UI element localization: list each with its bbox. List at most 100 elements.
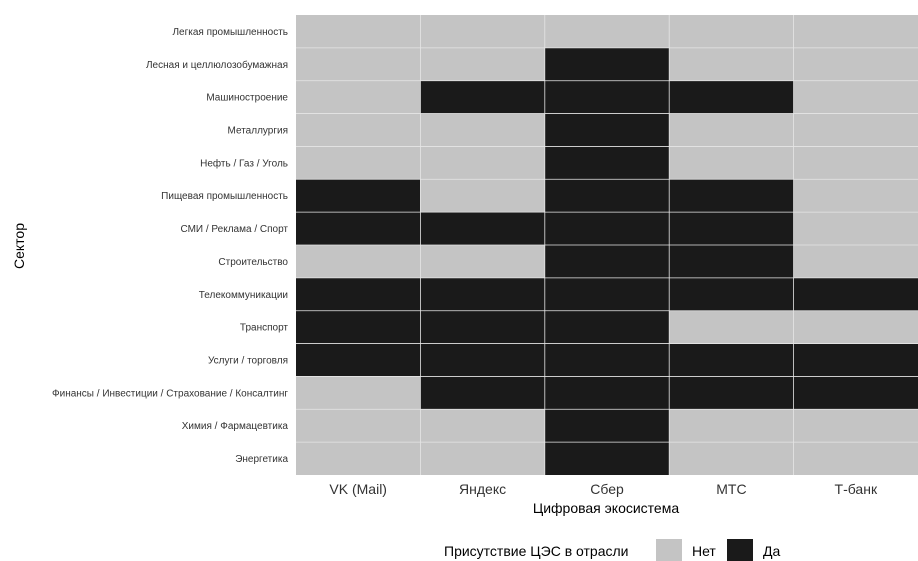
heatmap-cell-r1-c2 [544, 47, 670, 81]
legend: Присутствие ЦЭС в отрасли Нет Да [444, 539, 780, 561]
y-tick-label: Финансы / Инвестиции / Страхование / Кон… [52, 388, 288, 399]
heatmap-cell-r9-c1 [420, 310, 545, 344]
legend-key-da [727, 539, 753, 561]
heatmap-cell-r13-c3 [669, 442, 794, 475]
x-tick-label: Т-банк [835, 481, 878, 497]
heatmap-cell-r4-c2 [544, 146, 670, 180]
heatmap-cell-r13-c0 [296, 442, 421, 475]
heatmap-cell-r7-c0 [296, 245, 421, 278]
heatmap-cell-r10-c2 [544, 343, 670, 377]
legend-key-net [656, 539, 682, 561]
heatmap-cell-r6-c0 [296, 212, 421, 245]
heatmap-cell-r12-c3 [669, 409, 794, 443]
y-tick-label: Энергетика [235, 454, 288, 465]
heatmap-cell-r10-c4 [793, 343, 918, 377]
heatmap-cell-r5-c4 [793, 179, 918, 213]
heatmap-cell-r0-c3 [669, 15, 794, 48]
heatmap-cell-r8-c2 [544, 277, 670, 311]
heatmap-cell-r12-c0 [296, 409, 421, 443]
heatmap-cell-r6-c4 [793, 212, 918, 245]
heatmap-cell-r0-c4 [793, 15, 918, 48]
legend-title: Присутствие ЦЭС в отрасли [444, 543, 628, 559]
heatmap-cell-r3-c4 [793, 113, 918, 147]
heatmap-cell-r2-c4 [793, 80, 918, 114]
heatmap-cell-r4-c0 [296, 146, 421, 180]
y-tick-label: Телекоммуникации [199, 290, 288, 301]
heatmap-cell-r0-c1 [420, 15, 545, 48]
y-tick-label: Транспорт [240, 323, 289, 334]
heatmap-cell-r3-c3 [669, 113, 794, 147]
heatmap-cell-r7-c2 [544, 245, 670, 278]
x-axis-title: Цифровая экосистема [533, 500, 680, 516]
heatmap-cell-r9-c2 [544, 310, 670, 344]
heatmap-cell-r11-c1 [420, 376, 545, 410]
heatmap-cell-r1-c3 [669, 47, 794, 81]
heatmap-cell-r3-c2 [544, 113, 670, 147]
heatmap-cell-r3-c0 [296, 113, 421, 147]
y-tick-label: Машиностроение [206, 93, 288, 104]
heatmap-cell-r4-c4 [793, 146, 918, 180]
heatmap-cell-r7-c1 [420, 245, 545, 278]
heatmap-cell-r13-c2 [544, 442, 670, 475]
heatmap-cell-r8-c1 [420, 277, 545, 311]
heatmap-cell-r13-c1 [420, 442, 545, 475]
y-tick-labels: Легкая промышленность Лесная и целлюлозоб… [52, 27, 288, 465]
legend-label-da: Да [763, 543, 780, 559]
gridlines [296, 15, 918, 475]
heatmap-cell-r12-c1 [420, 409, 545, 443]
heatmap-cell-r12-c2 [544, 409, 670, 443]
heatmap-cell-r3-c1 [420, 113, 545, 147]
heatmap-cell-r6-c1 [420, 212, 545, 245]
y-tick-label: СМИ / Реклама / Спорт [180, 224, 288, 235]
heatmap-cell-r9-c3 [669, 310, 794, 344]
heatmap-cell-r5-c1 [420, 179, 545, 213]
heatmap-cell-r2-c1 [420, 80, 545, 114]
y-tick-label: Лесная и целлюлозобумажная [146, 59, 288, 71]
x-tick-label: Сбер [590, 481, 624, 497]
x-tick-label: VK (Mail) [329, 481, 387, 497]
heatmap-cell-r8-c3 [669, 277, 794, 311]
heatmap-cell-r13-c4 [793, 442, 918, 475]
heatmap-cell-r11-c0 [296, 376, 421, 410]
heatmap-cell-r4-c3 [669, 146, 794, 180]
heatmap-cell-r10-c3 [669, 343, 794, 377]
heatmap-cell-r11-c4 [793, 376, 918, 410]
x-tick-label: Яндекс [459, 481, 506, 497]
heatmap-cell-r6-c3 [669, 212, 794, 245]
heatmap-cell-r9-c0 [296, 310, 421, 344]
heatmap-cell-r5-c2 [544, 179, 670, 213]
y-tick-label: Химия / Фармацевтика [182, 421, 289, 432]
heatmap-cell-r11-c2 [544, 376, 670, 410]
y-tick-label: Легкая промышленность [172, 27, 288, 38]
y-tick-label: Строительство [218, 257, 288, 268]
heatmap-cell-r5-c0 [296, 179, 421, 213]
heatmap-cell-r8-c4 [793, 277, 918, 311]
heatmap-cell-r2-c0 [296, 80, 421, 114]
heatmap-cell-r12-c4 [793, 409, 918, 443]
heatmap-cell-r1-c1 [420, 47, 545, 81]
y-tick-label: Пищевая промышленность [161, 191, 288, 202]
legend-label-net: Нет [692, 543, 716, 559]
y-tick-label: Нефть / Газ / Уголь [200, 157, 288, 169]
heatmap-cell-r0-c0 [296, 15, 421, 48]
heatmap-cell-r6-c2 [544, 212, 670, 245]
heatmap-cell-r2-c2 [544, 80, 670, 114]
heatmap-cell-r0-c2 [544, 15, 670, 48]
y-tick-label: Услуги / торговля [208, 356, 288, 367]
heatmap-cell-r10-c0 [296, 343, 421, 377]
x-tick-label: МТС [716, 481, 746, 497]
heatmap-cell-r4-c1 [420, 146, 545, 180]
y-axis-title: Сектор [11, 223, 27, 269]
heatmap-cells [296, 15, 918, 475]
heatmap-cell-r2-c3 [669, 80, 794, 114]
heatmap-cell-r9-c4 [793, 310, 918, 344]
y-tick-label: Металлургия [228, 126, 288, 137]
heatmap-cell-r10-c1 [420, 343, 545, 377]
heatmap-cell-r5-c3 [669, 179, 794, 213]
heatmap-cell-r7-c3 [669, 245, 794, 278]
heatmap-cell-r8-c0 [296, 277, 421, 311]
heatmap-cell-r1-c0 [296, 47, 421, 81]
heatmap-cell-r1-c4 [793, 47, 918, 81]
x-tick-labels: VK (Mail) Яндекс Сбер МТС Т-банк [329, 481, 878, 497]
